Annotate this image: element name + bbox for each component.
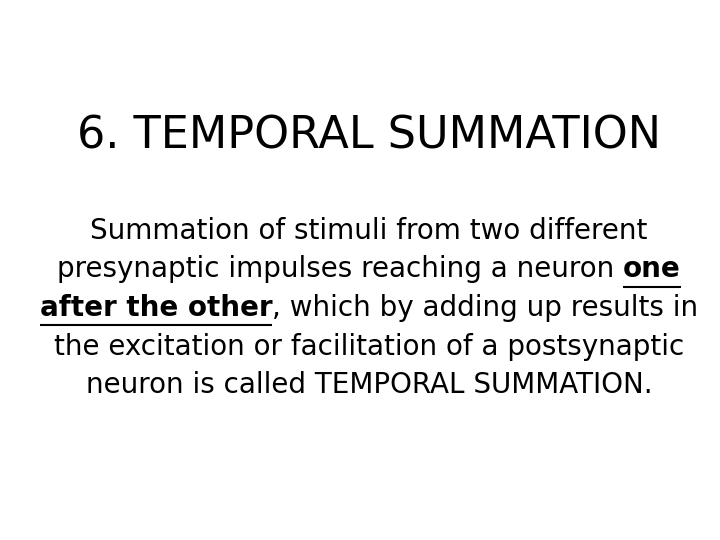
Text: the excitation or facilitation of a postsynaptic: the excitation or facilitation of a post… — [54, 333, 684, 361]
Text: 6. TEMPORAL SUMMATION: 6. TEMPORAL SUMMATION — [77, 114, 661, 158]
Text: after the other: after the other — [40, 294, 272, 322]
Text: one: one — [624, 255, 681, 284]
Text: neuron is called TEMPORAL SUMMATION.: neuron is called TEMPORAL SUMMATION. — [86, 371, 652, 399]
Text: Summation of stimuli from two different: Summation of stimuli from two different — [90, 217, 648, 245]
Text: presynaptic impulses reaching a neuron: presynaptic impulses reaching a neuron — [57, 255, 624, 284]
Text: , which by adding up results in: , which by adding up results in — [272, 294, 698, 322]
